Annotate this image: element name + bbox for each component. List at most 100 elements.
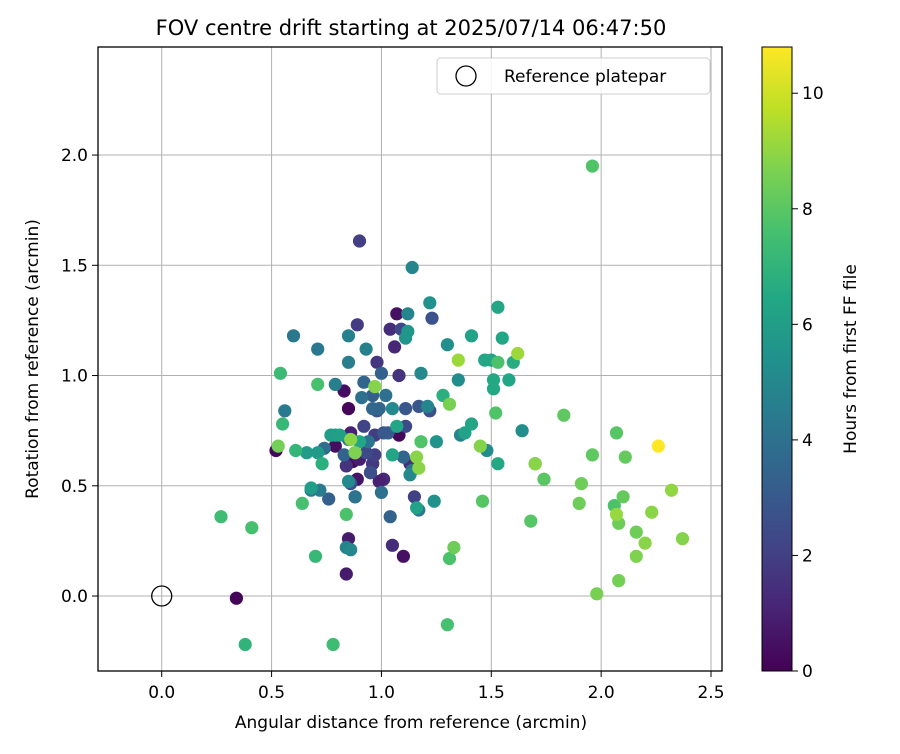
data-point xyxy=(311,377,325,391)
data-point xyxy=(295,496,309,510)
plot-frame xyxy=(97,46,723,672)
data-point xyxy=(311,446,325,460)
data-point xyxy=(585,448,600,462)
data-point xyxy=(326,637,340,652)
data-point xyxy=(585,159,600,173)
data-point xyxy=(238,637,252,652)
data-point xyxy=(341,329,356,343)
colorbar-tick-label: 2 xyxy=(802,546,813,566)
data-point xyxy=(396,549,410,563)
data-point xyxy=(348,446,362,460)
data-point xyxy=(390,419,404,433)
data-point xyxy=(502,373,516,387)
data-point xyxy=(609,426,624,440)
data-point xyxy=(328,439,342,453)
y-tick-label: 0.0 xyxy=(61,587,88,607)
data-point xyxy=(574,477,589,491)
data-point xyxy=(344,543,358,557)
data-point xyxy=(412,461,426,475)
data-point xyxy=(348,490,362,504)
data-point xyxy=(388,340,402,354)
data-point xyxy=(357,419,371,433)
y-tick-label: 0.5 xyxy=(61,477,88,497)
x-tick-label: 2.0 xyxy=(588,683,615,703)
data-point xyxy=(429,435,443,449)
data-point xyxy=(339,507,353,521)
data-point xyxy=(464,417,479,431)
data-point xyxy=(405,260,419,275)
data-point xyxy=(645,505,659,519)
colorbar: 0 2 4 6 8 10 Hours from first FF file xyxy=(761,46,861,682)
data-point xyxy=(447,540,461,555)
data-point xyxy=(286,329,301,343)
data-point xyxy=(300,446,314,460)
y-tick-label: 1.5 xyxy=(61,256,88,276)
data-point xyxy=(616,490,630,504)
data-point xyxy=(524,514,538,528)
data-point xyxy=(271,439,285,453)
legend-label: Reference platepar xyxy=(504,67,666,87)
data-point xyxy=(612,574,626,588)
data-point xyxy=(289,443,303,458)
data-point xyxy=(350,318,364,332)
x-tick-label: 1.0 xyxy=(368,683,395,703)
data-point xyxy=(528,457,542,471)
data-point xyxy=(511,346,525,361)
data-point xyxy=(473,439,487,453)
data-point xyxy=(383,510,397,524)
data-point xyxy=(245,521,259,535)
data-point xyxy=(407,490,421,504)
data-point xyxy=(629,549,643,563)
data-point xyxy=(572,496,586,510)
reference-platepar-marker xyxy=(151,585,173,607)
data-point xyxy=(229,591,243,605)
data-point xyxy=(368,380,382,394)
data-point xyxy=(675,532,690,546)
data-point xyxy=(357,375,371,389)
data-point xyxy=(374,485,388,499)
y-axis-label: Rotation from reference (arcmin) xyxy=(23,219,43,499)
data-point xyxy=(618,450,632,464)
data-point xyxy=(304,481,318,495)
data-point xyxy=(339,459,353,473)
data-point xyxy=(341,474,356,488)
data-point xyxy=(590,587,604,601)
colorbar-ticks: 0 2 4 6 8 10 xyxy=(792,84,824,682)
x-tick-label: 2.5 xyxy=(697,683,724,703)
data-point xyxy=(491,457,505,471)
data-point xyxy=(414,435,428,449)
data-point xyxy=(440,338,454,352)
data-point xyxy=(328,377,342,391)
legend-marker-open-circle xyxy=(455,65,477,87)
y-tick-label: 2.0 xyxy=(61,146,88,166)
data-point xyxy=(442,397,457,411)
data-point xyxy=(363,466,378,480)
data-point xyxy=(308,549,323,563)
data-point xyxy=(557,408,571,422)
data-point xyxy=(491,355,505,369)
data-point xyxy=(276,417,290,431)
data-point xyxy=(344,432,358,447)
grid xyxy=(98,47,722,671)
data-point xyxy=(495,331,509,345)
colorbar-tick-label: 4 xyxy=(802,431,813,451)
data-point xyxy=(451,373,465,387)
data-point xyxy=(322,492,336,506)
x-tick-label: 1.5 xyxy=(478,683,505,703)
data-point xyxy=(440,618,454,632)
data-point xyxy=(333,428,347,442)
data-point xyxy=(341,402,356,416)
data-point xyxy=(414,366,428,380)
data-point xyxy=(537,472,551,486)
data-point xyxy=(385,448,399,462)
data-point xyxy=(311,342,325,356)
data-point xyxy=(385,402,399,416)
data-point xyxy=(379,388,393,402)
data-point xyxy=(638,536,652,550)
data-point xyxy=(515,424,529,438)
data-point xyxy=(451,353,465,367)
data-points xyxy=(151,159,690,652)
data-point xyxy=(359,342,373,356)
